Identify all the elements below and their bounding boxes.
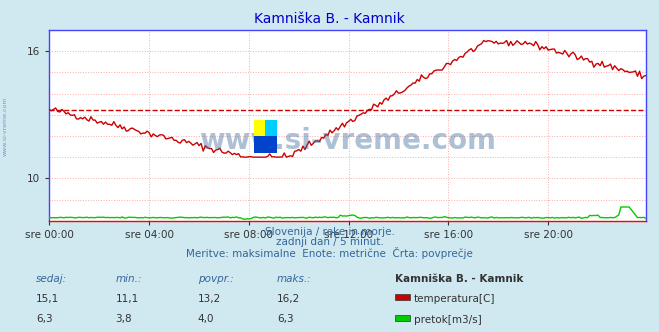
Text: sedaj:: sedaj:: [36, 274, 67, 284]
Text: pretok[m3/s]: pretok[m3/s]: [414, 315, 482, 325]
Bar: [265, 136, 277, 153]
Text: povpr.:: povpr.:: [198, 274, 233, 284]
Bar: [254, 136, 265, 153]
Text: maks.:: maks.:: [277, 274, 312, 284]
Text: 6,3: 6,3: [36, 314, 53, 324]
Text: 16,2: 16,2: [277, 294, 300, 304]
Text: www.si-vreme.com: www.si-vreme.com: [3, 96, 8, 156]
Text: Meritve: maksimalne  Enote: metrične  Črta: povprečje: Meritve: maksimalne Enote: metrične Črta…: [186, 247, 473, 259]
Text: Kamniška B. - Kamnik: Kamniška B. - Kamnik: [254, 12, 405, 26]
Bar: [265, 120, 277, 136]
Text: zadnji dan / 5 minut.: zadnji dan / 5 minut.: [275, 237, 384, 247]
Bar: [254, 120, 265, 136]
Text: Kamniška B. - Kamnik: Kamniška B. - Kamnik: [395, 274, 524, 284]
Text: www.si-vreme.com: www.si-vreme.com: [199, 126, 496, 155]
Text: 4,0: 4,0: [198, 314, 214, 324]
Text: 15,1: 15,1: [36, 294, 59, 304]
Text: Slovenija / reke in morje.: Slovenija / reke in morje.: [264, 227, 395, 237]
Text: min.:: min.:: [115, 274, 142, 284]
Text: 13,2: 13,2: [198, 294, 221, 304]
Text: 6,3: 6,3: [277, 314, 293, 324]
Text: temperatura[C]: temperatura[C]: [414, 294, 496, 304]
Text: 11,1: 11,1: [115, 294, 138, 304]
Text: 3,8: 3,8: [115, 314, 132, 324]
